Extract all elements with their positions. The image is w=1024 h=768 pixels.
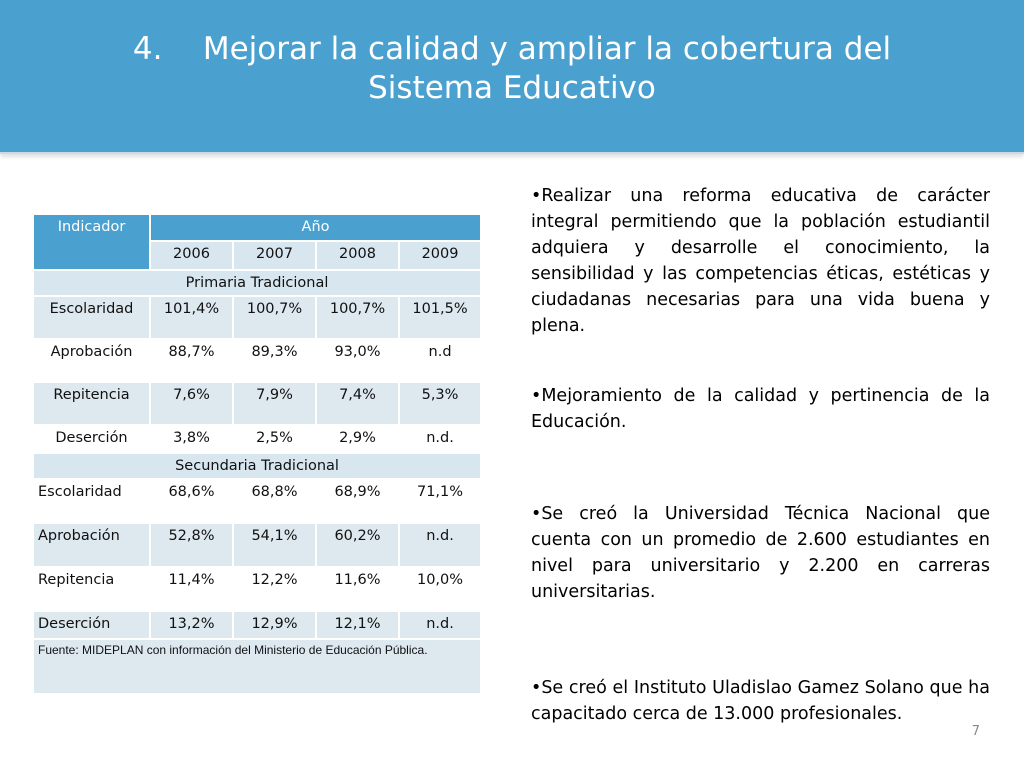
- table-row: Repitencia 11,4% 12,2% 11,6% 10,0%: [32, 566, 483, 612]
- bullet-item: •Mejoramiento de la calidad y pertinenci…: [531, 386, 990, 432]
- cell-value: n.d: [397, 338, 483, 383]
- cell-value: 89,3%: [232, 338, 317, 383]
- cell-value: 2,5%: [232, 424, 317, 454]
- cell-value: 13,2%: [149, 610, 234, 640]
- cell-value: 12,1%: [315, 610, 400, 640]
- title-line-1: Mejorar la calidad y ampliar la cobertur…: [202, 31, 892, 67]
- cell-value: 5,3%: [397, 381, 483, 426]
- year-2008: 2008: [315, 239, 400, 272]
- title-line-2: Sistema Educativo: [368, 70, 656, 106]
- cell-value: 68,8%: [232, 478, 317, 524]
- table-row: Aprobación 52,8% 54,1% 60,2% n.d.: [32, 522, 483, 568]
- cell-value: n.d.: [397, 610, 483, 640]
- cell-value: 100,7%: [315, 295, 400, 340]
- cell-value: 12,2%: [232, 566, 317, 612]
- row-label: Escolaridad: [32, 295, 151, 340]
- cell-value: 93,0%: [315, 338, 400, 383]
- table-row: Deserción 3,8% 2,5% 2,9% n.d.: [32, 424, 483, 454]
- cell-value: 68,6%: [149, 478, 234, 524]
- table-row: Escolaridad 101,4% 100,7% 100,7% 101,5%: [32, 295, 483, 340]
- cell-value: 60,2%: [315, 522, 400, 568]
- table-row: Repitencia 7,6% 7,9% 7,4% 5,3%: [32, 381, 483, 426]
- page-number: 7: [971, 724, 980, 739]
- row-label: Repitencia: [32, 381, 151, 426]
- table-row: Aprobación 88,7% 89,3% 93,0% n.d: [32, 338, 483, 383]
- row-label: Aprobación: [32, 522, 151, 568]
- section-secundaria: Secundaria Tradicional: [31, 452, 483, 480]
- cell-value: 101,4%: [149, 295, 234, 340]
- row-label: Deserción: [32, 424, 151, 454]
- bullet-item: •Se creó la Universidad Técnica Nacional…: [531, 504, 990, 602]
- bullet-item: •Realizar una reforma educativa de carác…: [531, 186, 990, 336]
- bullet-item: •Se creó el Instituto Uladislao Gamez So…: [531, 678, 990, 724]
- table-source-note: Fuente: MIDEPLAN con información del Min…: [31, 638, 483, 695]
- year-2009: 2009: [397, 239, 483, 272]
- row-label: Escolaridad: [32, 478, 151, 524]
- cell-value: 7,9%: [232, 381, 317, 426]
- cell-value: 71,1%: [397, 478, 483, 524]
- cell-value: 11,4%: [149, 566, 234, 612]
- cell-value: n.d.: [397, 424, 483, 454]
- row-label: Deserción: [32, 610, 151, 640]
- cell-value: 7,4%: [315, 381, 400, 426]
- title-number: 4.: [132, 31, 163, 67]
- cell-value: 10,0%: [397, 566, 483, 612]
- cell-value: 11,6%: [315, 566, 400, 612]
- cell-value: 68,9%: [315, 478, 400, 524]
- education-indicators-table: Indicador Año 2006 2007 2008 2009 Primar…: [31, 213, 483, 695]
- row-label: Repitencia: [32, 566, 151, 612]
- year-header: Año: [148, 213, 483, 242]
- cell-value: 7,6%: [149, 381, 234, 426]
- cell-value: n.d.: [397, 522, 483, 568]
- indicator-header: Indicador: [32, 213, 151, 271]
- slide-title: 4. Mejorar la calidad y ampliar la cobert…: [0, 30, 1024, 108]
- section-primaria: Primaria Tradicional: [31, 269, 483, 297]
- year-2007: 2007: [232, 239, 317, 272]
- cell-value: 12,9%: [232, 610, 317, 640]
- table-row: Escolaridad 68,6% 68,8% 68,9% 71,1%: [32, 478, 483, 524]
- cell-value: 52,8%: [149, 522, 234, 568]
- row-label: Aprobación: [32, 338, 151, 383]
- cell-value: 54,1%: [232, 522, 317, 568]
- cell-value: 3,8%: [149, 424, 234, 454]
- cell-value: 100,7%: [232, 295, 317, 340]
- year-2006: 2006: [149, 239, 234, 272]
- table-row: Deserción 13,2% 12,9% 12,1% n.d.: [32, 610, 483, 640]
- cell-value: 2,9%: [315, 424, 400, 454]
- slide-header: 4. Mejorar la calidad y ampliar la cobert…: [0, 0, 1024, 154]
- cell-value: 88,7%: [149, 338, 234, 383]
- cell-value: 101,5%: [397, 295, 483, 340]
- bullet-list: •Realizar una reforma educativa de carác…: [531, 183, 990, 727]
